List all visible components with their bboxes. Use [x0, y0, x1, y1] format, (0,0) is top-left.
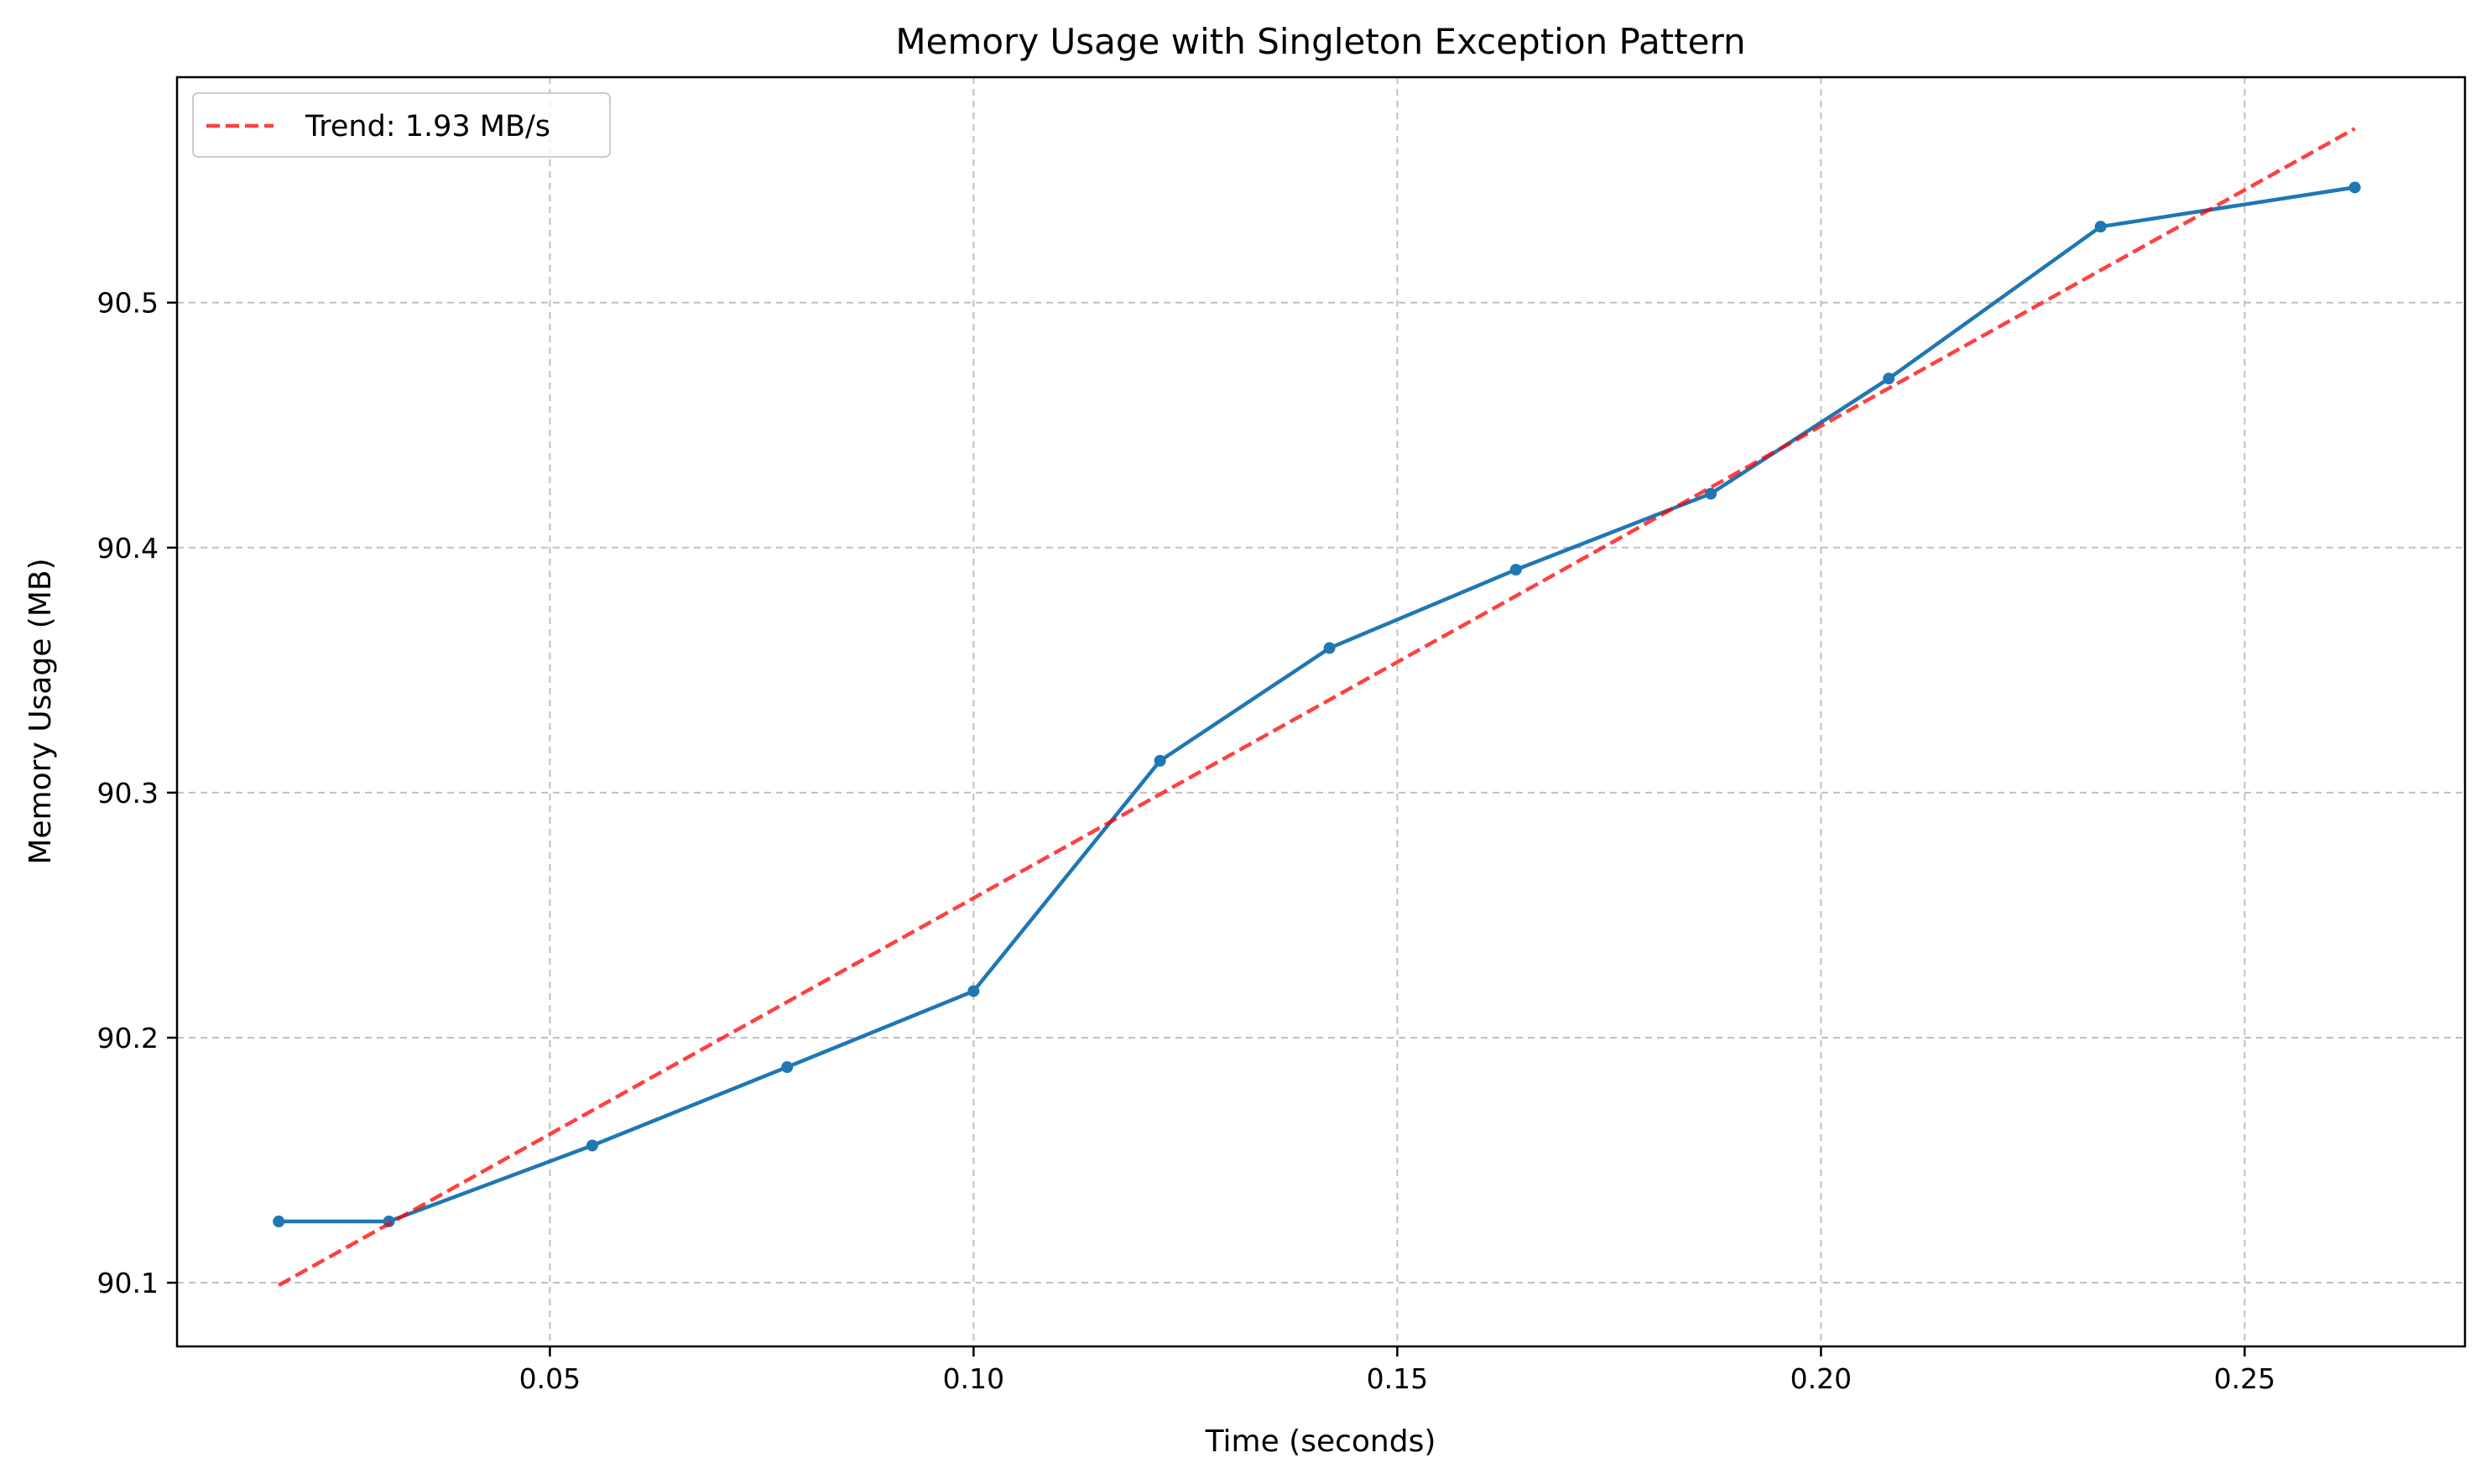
x-axis-ticks: 0.05 0.10 0.15 0.20 0.25 [519, 1346, 2275, 1395]
memory-data-point [1883, 372, 1895, 385]
memory-data-point [781, 1061, 794, 1074]
x-tick-label: 0.20 [1790, 1362, 1852, 1395]
memory-data-point [967, 985, 980, 997]
memory-data-point [2348, 181, 2361, 194]
legend: Trend: 1.93 MB/s [192, 92, 611, 158]
y-axis-ticks: 90.1 90.2 90.3 90.4 90.5 [97, 287, 177, 1299]
x-tick-label: 0.10 [943, 1362, 1004, 1395]
x-tick-label: 0.05 [519, 1362, 581, 1395]
x-tick-label: 0.25 [2214, 1362, 2275, 1395]
legend-box [192, 92, 611, 158]
plot-frame [175, 76, 2467, 1348]
memory-data-point [1323, 642, 1336, 654]
y-axis-label: Memory Usage (MB) [23, 558, 58, 864]
memory-usage-line [279, 185, 2356, 1224]
legend-trend-label: Trend: 1.93 MB/s [305, 110, 550, 143]
y-tick-label: 90.1 [97, 1267, 159, 1299]
memory-data-point [1705, 487, 1717, 500]
memory-data-point [1509, 564, 1522, 576]
memory-data-point [586, 1139, 598, 1152]
y-tick-label: 90.3 [97, 777, 159, 810]
series-layer [273, 127, 2361, 1287]
memory-data-point [1154, 754, 1166, 767]
memory-data-point [273, 1216, 285, 1228]
grid-lines [177, 77, 2465, 1346]
y-tick-label: 90.5 [97, 287, 159, 320]
x-tick-label: 0.15 [1367, 1362, 1428, 1395]
memory-data-point [2094, 221, 2107, 233]
y-tick-label: 90.4 [97, 532, 159, 565]
y-tick-label: 90.2 [97, 1022, 159, 1054]
x-axis-label: Time (seconds) [1205, 1424, 1436, 1459]
chart-title: Memory Usage with Singleton Exception Pa… [895, 21, 1745, 62]
trend-line [278, 127, 2356, 1287]
